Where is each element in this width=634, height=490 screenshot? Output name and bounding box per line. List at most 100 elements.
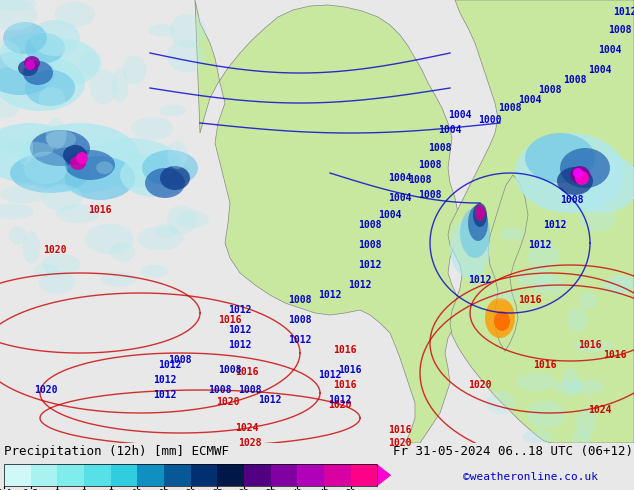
- Bar: [138, 464, 164, 486]
- Text: 1012: 1012: [358, 260, 382, 270]
- Ellipse shape: [571, 380, 604, 394]
- Ellipse shape: [41, 254, 81, 275]
- Text: Fr 31-05-2024 06..18 UTC (06+12): Fr 31-05-2024 06..18 UTC (06+12): [393, 445, 633, 458]
- Text: 1012: 1012: [318, 290, 342, 300]
- Ellipse shape: [120, 153, 190, 197]
- Text: 40: 40: [292, 489, 302, 490]
- Text: 1012: 1012: [328, 395, 352, 405]
- Ellipse shape: [468, 205, 488, 241]
- Ellipse shape: [573, 168, 583, 178]
- Ellipse shape: [572, 429, 590, 452]
- Ellipse shape: [557, 167, 593, 195]
- Ellipse shape: [112, 68, 129, 103]
- Text: 1028: 1028: [238, 438, 262, 448]
- Ellipse shape: [160, 166, 190, 190]
- Ellipse shape: [22, 231, 40, 264]
- Text: 1004: 1004: [518, 95, 541, 105]
- Ellipse shape: [9, 226, 27, 245]
- Text: 35: 35: [265, 489, 276, 490]
- Ellipse shape: [460, 208, 490, 258]
- Ellipse shape: [527, 401, 565, 428]
- Text: 1012: 1012: [613, 7, 634, 17]
- Text: 1008: 1008: [168, 355, 191, 365]
- Text: 1016: 1016: [388, 425, 411, 435]
- Ellipse shape: [567, 308, 588, 332]
- Text: 1020: 1020: [328, 400, 352, 410]
- Bar: [57, 464, 84, 486]
- Ellipse shape: [0, 203, 34, 220]
- Text: 1008: 1008: [408, 175, 432, 185]
- Bar: [4, 464, 30, 486]
- Text: 1016: 1016: [578, 340, 602, 350]
- Text: 1012: 1012: [153, 390, 177, 400]
- Ellipse shape: [0, 95, 20, 118]
- Text: 1008: 1008: [563, 75, 586, 85]
- Text: 50: 50: [345, 489, 356, 490]
- Ellipse shape: [485, 298, 515, 338]
- Ellipse shape: [0, 0, 37, 30]
- Text: 1004: 1004: [588, 65, 612, 75]
- Text: 1016: 1016: [235, 367, 259, 377]
- Text: 1016: 1016: [333, 345, 357, 355]
- Text: 1008: 1008: [208, 385, 232, 395]
- Ellipse shape: [494, 311, 510, 331]
- Ellipse shape: [25, 70, 75, 106]
- Text: 1016: 1016: [333, 380, 357, 390]
- Text: 1000: 1000: [478, 115, 501, 125]
- Text: 15: 15: [158, 489, 169, 490]
- Bar: [191, 464, 217, 486]
- Text: 5: 5: [108, 489, 113, 490]
- Ellipse shape: [63, 145, 87, 165]
- Ellipse shape: [80, 138, 180, 188]
- Ellipse shape: [39, 270, 75, 294]
- Ellipse shape: [500, 227, 524, 241]
- Bar: [30, 464, 57, 486]
- Text: 1004: 1004: [448, 110, 472, 120]
- Ellipse shape: [516, 373, 555, 391]
- Text: 1012: 1012: [348, 280, 372, 290]
- Text: 1016: 1016: [518, 295, 541, 305]
- Ellipse shape: [0, 33, 60, 73]
- Text: 1008: 1008: [498, 103, 522, 113]
- Ellipse shape: [42, 184, 82, 211]
- Text: 1012: 1012: [228, 325, 252, 335]
- Ellipse shape: [55, 1, 95, 27]
- Ellipse shape: [20, 123, 140, 193]
- Text: 1012: 1012: [158, 360, 182, 370]
- Polygon shape: [377, 464, 391, 486]
- Polygon shape: [448, 0, 634, 443]
- Ellipse shape: [517, 268, 552, 289]
- Ellipse shape: [89, 70, 118, 105]
- Text: 1016: 1016: [218, 315, 242, 325]
- Text: 1: 1: [55, 489, 60, 490]
- Ellipse shape: [176, 210, 209, 228]
- Text: 1008: 1008: [608, 25, 631, 35]
- Ellipse shape: [24, 56, 40, 70]
- Text: 1008: 1008: [418, 190, 442, 200]
- Ellipse shape: [525, 133, 595, 183]
- Ellipse shape: [0, 0, 36, 11]
- Ellipse shape: [489, 290, 522, 300]
- Text: 1004: 1004: [438, 125, 462, 135]
- Ellipse shape: [138, 226, 184, 250]
- Ellipse shape: [46, 130, 76, 148]
- Ellipse shape: [148, 24, 175, 37]
- Ellipse shape: [167, 140, 188, 169]
- Bar: [351, 464, 377, 486]
- Ellipse shape: [450, 218, 490, 278]
- Text: 2: 2: [81, 489, 87, 490]
- Bar: [244, 464, 271, 486]
- Ellipse shape: [16, 131, 33, 165]
- Ellipse shape: [25, 33, 65, 63]
- Text: 1008: 1008: [218, 365, 242, 375]
- Ellipse shape: [23, 152, 67, 184]
- Text: 1016: 1016: [603, 350, 627, 360]
- Ellipse shape: [3, 22, 47, 54]
- Ellipse shape: [33, 263, 59, 277]
- Text: 1008: 1008: [288, 315, 312, 325]
- Text: 1020: 1020: [216, 397, 240, 407]
- Bar: [4, 464, 377, 486]
- Ellipse shape: [576, 408, 596, 436]
- Ellipse shape: [70, 156, 86, 170]
- Ellipse shape: [122, 55, 146, 84]
